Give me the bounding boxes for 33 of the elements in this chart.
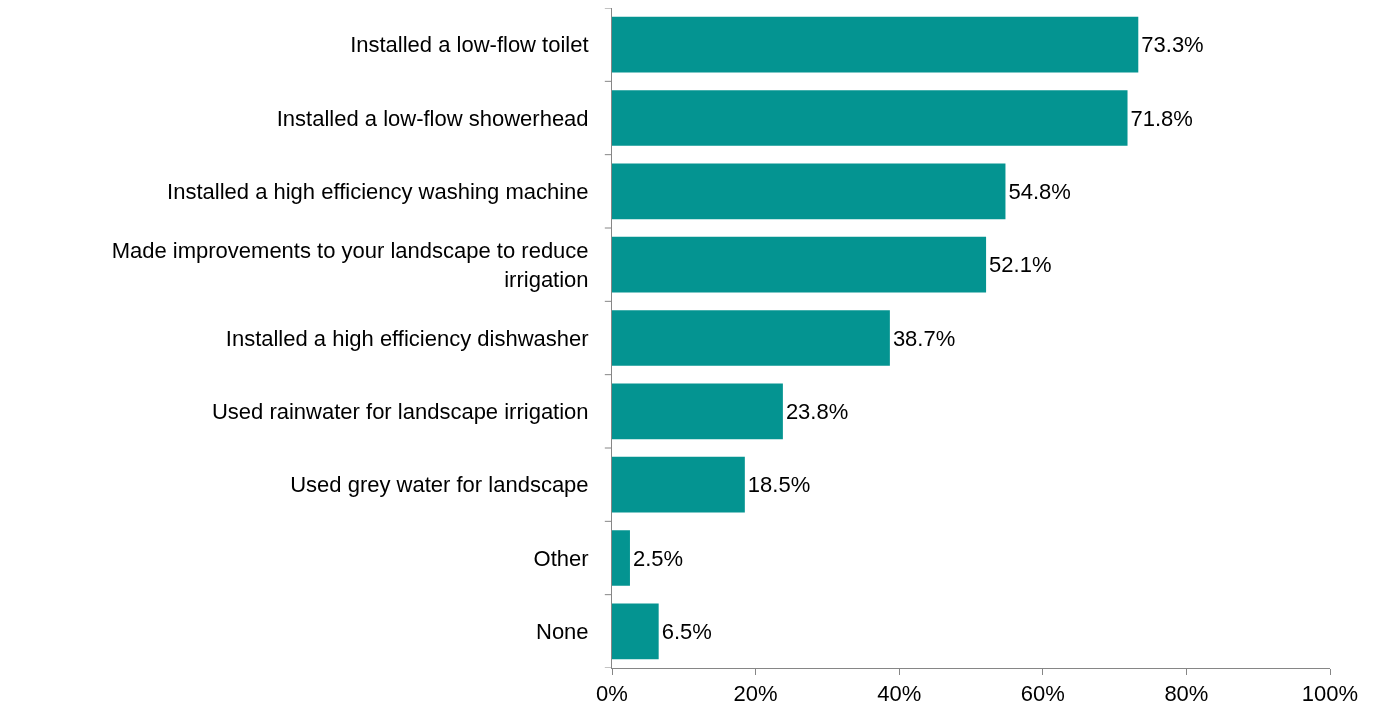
bar [612,90,1128,146]
y-tick-label: Other [533,545,589,571]
data-label: 52.1% [989,252,1052,278]
y-tick-label: Installed a high efficiency washing machine [167,179,589,205]
data-label: 2.5% [632,545,684,571]
y-tick-label: Installed a low-flow toilet [350,32,589,58]
x-tick-label: 80% [1164,681,1209,707]
y-tick-label: None [536,619,589,645]
x-tick-label: 60% [1020,681,1065,707]
data-label: 73.3% [1141,32,1204,58]
bar [612,236,987,293]
data-label: 38.7% [892,325,956,351]
bar [612,163,1006,220]
data-label: 71.8% [1130,105,1193,131]
data-label: 23.8% [785,398,849,424]
data-label: 6.5% [661,618,712,644]
y-tick-label: Made improvements to your landscape to reduce irrigation [111,238,589,292]
bar [612,530,630,586]
bar [612,310,890,366]
data-label: 18.5% [747,472,811,498]
data-label: 54.8% [1008,178,1071,204]
y-tick-label: Used rainwater for landscape irrigation [211,399,589,425]
x-tick-label: 20% [733,681,778,707]
bar [612,456,745,513]
x-tick-label: 100% [1301,681,1359,707]
y-tick-label: Used grey water for landscape [290,472,589,498]
x-tick-label: 0% [596,681,628,707]
bar [612,16,1139,73]
y-tick-label: Installed a high efficiency dishwasher [225,325,589,351]
bar [612,603,659,660]
y-tick-label: Installed a low-flow showerhead [276,105,589,131]
x-tick-label: 40% [877,681,922,707]
bar [612,383,783,440]
